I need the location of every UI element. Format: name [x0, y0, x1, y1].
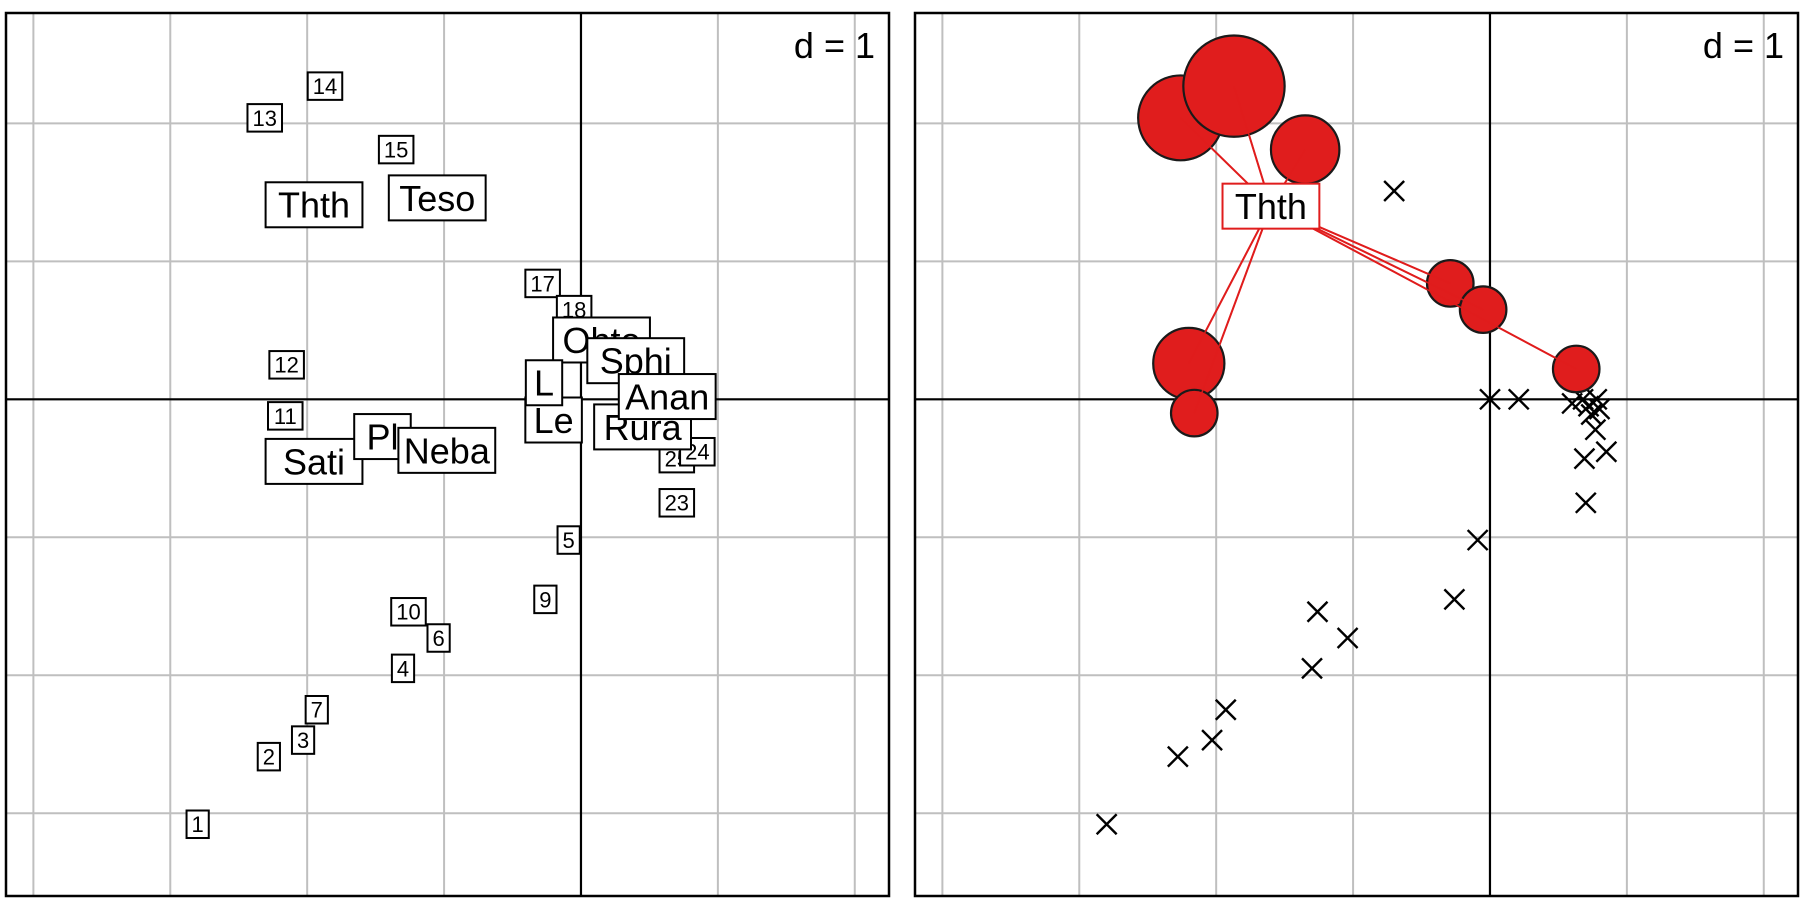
site-label-7-text: 7 [311, 698, 323, 723]
species-label-neba-text: Neba [404, 430, 491, 471]
site-label-23-text: 23 [665, 491, 689, 516]
centroid-label-thth: Thth [1221, 182, 1321, 230]
site-label-7: 7 [304, 694, 329, 725]
site-label-5-text: 5 [563, 528, 575, 553]
centroid-label-thth-box [1221, 182, 1321, 230]
site-label-15-text: 15 [384, 138, 408, 163]
site-label-6: 6 [426, 623, 451, 653]
species-label-sati-box [264, 437, 364, 485]
site-point-cross [1306, 600, 1329, 623]
species-label-thth-box [264, 181, 364, 229]
site-label-10: 10 [390, 597, 427, 627]
site-point-cross [1095, 813, 1118, 836]
site-label-10-text: 10 [396, 600, 420, 625]
site-point-cross [1573, 447, 1596, 470]
site-point-cross [1580, 403, 1603, 426]
site-label-14: 14 [306, 71, 344, 101]
site-label-1-box [185, 809, 210, 840]
site-label-13: 13 [246, 103, 284, 133]
site-point-cross [1166, 745, 1189, 768]
site-label-14-box [306, 71, 344, 101]
site-label-3: 3 [290, 725, 316, 755]
species-label-l-text: L [534, 363, 554, 404]
site-label-12-text: 12 [274, 353, 298, 378]
species-label-anan: Anan [617, 373, 717, 421]
site-label-14-text: 14 [313, 74, 337, 99]
species-label-neba: Neba [397, 426, 497, 474]
site-label-11: 11 [267, 401, 304, 431]
site-point-cross [1507, 388, 1530, 411]
site-label-6-box [426, 623, 451, 653]
species-label-l: L [524, 359, 564, 407]
species-label-teso-text: Teso [399, 178, 475, 219]
site-label-3-box [290, 725, 316, 755]
scale-label: d = 1 [794, 25, 875, 66]
species-label-teso: Teso [387, 174, 487, 222]
centroid-label-thth-text: Thth [1235, 186, 1307, 227]
site-label-9: 9 [533, 584, 558, 615]
site-point-cross [1201, 729, 1223, 751]
site-label-1-text: 1 [192, 812, 204, 837]
scale-label: d = 1 [1703, 25, 1784, 66]
site-point-cross [1574, 491, 1597, 514]
site-label-23: 23 [658, 488, 696, 518]
site-label-15-box [377, 134, 415, 165]
species-label-anan-text: Anan [625, 377, 709, 418]
site-label-4: 4 [390, 653, 416, 684]
site-label-7-box [304, 694, 329, 725]
site-label-13-text: 13 [252, 106, 276, 131]
site-point-cross [1336, 627, 1359, 649]
species-label-sati-text: Sati [283, 441, 345, 482]
species-label-le-text: Le [534, 400, 574, 441]
species-label-l-box [524, 359, 564, 407]
panel-frame [4, 11, 891, 898]
site-label-4-text: 4 [397, 656, 409, 681]
site-point-cross [1466, 529, 1489, 551]
site-label-2: 2 [256, 741, 281, 772]
site-label-2-text: 2 [263, 745, 275, 770]
species-label-teso-box [387, 174, 487, 222]
site-label-2-box [256, 741, 281, 772]
site-point-cross [1595, 440, 1618, 463]
right-panel-species-niche-map: d = 1 Thth [913, 11, 1800, 898]
site-point-cross [1383, 180, 1405, 202]
centroid-link-line-overlay [1270, 205, 1577, 370]
site-point-cross [1214, 698, 1237, 721]
species-label-anan-box [617, 373, 717, 421]
centroid-link-line-overlay [1188, 205, 1272, 364]
site-label-12-box [268, 350, 305, 380]
site-label-4-box [390, 653, 416, 684]
site-label-9-text: 9 [539, 587, 551, 612]
site-point-cross [1301, 657, 1323, 680]
species-label-neba-box [397, 426, 497, 474]
site-label-5: 5 [556, 525, 581, 555]
site-label-11-text: 11 [274, 404, 297, 429]
site-label-23-box [658, 488, 696, 518]
site-label-12: 12 [268, 350, 305, 380]
species-label-sati: Sati [264, 437, 364, 485]
site-label-10-box [390, 597, 427, 627]
site-label-13-box [246, 103, 284, 133]
site-point-cross [1584, 418, 1607, 441]
site-label-6-text: 6 [432, 626, 444, 651]
species-label-thth-text: Thth [278, 185, 350, 226]
species-label-thth: Thth [264, 181, 364, 229]
site-label-17-box [524, 268, 561, 299]
panel-frame [913, 11, 1800, 898]
site-label-3-text: 3 [297, 728, 309, 753]
abundance-circle [1551, 344, 1601, 394]
site-label-17: 17 [524, 268, 561, 299]
site-label-11-box [267, 401, 304, 431]
centroid-link-line-overlay [1193, 205, 1272, 414]
site-label-15: 15 [377, 134, 415, 165]
site-label-9-box [533, 584, 558, 615]
species-label-pl-text: Pl [366, 417, 398, 458]
site-point-cross [1479, 388, 1501, 411]
site-label-5-box [556, 525, 581, 555]
site-label-17-text: 17 [530, 271, 554, 296]
site-point-cross [1443, 588, 1466, 611]
site-label-1: 1 [185, 809, 210, 840]
